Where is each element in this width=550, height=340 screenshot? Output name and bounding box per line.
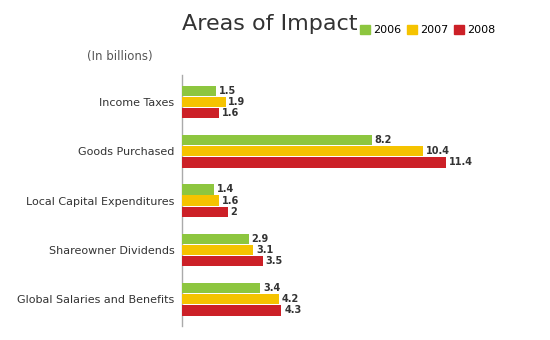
Bar bbox=[182, 234, 249, 244]
Text: 10.4: 10.4 bbox=[426, 146, 450, 156]
Bar bbox=[182, 135, 372, 145]
Bar bbox=[182, 206, 228, 217]
Text: 11.4: 11.4 bbox=[449, 157, 473, 167]
Text: 8.2: 8.2 bbox=[375, 135, 392, 145]
Text: 1.6: 1.6 bbox=[222, 108, 239, 118]
Bar bbox=[182, 86, 216, 96]
Text: 1.6: 1.6 bbox=[222, 195, 239, 206]
Bar bbox=[182, 245, 254, 255]
Text: 4.2: 4.2 bbox=[282, 294, 299, 304]
Text: 1.9: 1.9 bbox=[228, 97, 246, 107]
Bar bbox=[182, 305, 282, 316]
Text: 2: 2 bbox=[231, 207, 238, 217]
Bar bbox=[182, 195, 219, 206]
Bar bbox=[182, 256, 263, 266]
Bar bbox=[182, 294, 279, 304]
Bar bbox=[182, 146, 423, 156]
Text: 4.3: 4.3 bbox=[284, 305, 301, 316]
Text: 3.1: 3.1 bbox=[256, 245, 273, 255]
Text: 1.4: 1.4 bbox=[217, 185, 234, 194]
Legend: 2006, 2007, 2008: 2006, 2007, 2008 bbox=[360, 25, 496, 35]
Bar bbox=[182, 283, 261, 293]
Text: 3.4: 3.4 bbox=[263, 283, 280, 293]
Text: 2.9: 2.9 bbox=[252, 234, 269, 244]
Bar bbox=[182, 157, 446, 168]
Text: Areas of Impact: Areas of Impact bbox=[182, 14, 357, 34]
Bar bbox=[182, 108, 219, 118]
Text: 3.5: 3.5 bbox=[266, 256, 283, 266]
Text: 1.5: 1.5 bbox=[219, 86, 236, 96]
Text: (In billions): (In billions) bbox=[87, 50, 153, 63]
Bar bbox=[182, 184, 214, 195]
Bar bbox=[182, 97, 225, 107]
